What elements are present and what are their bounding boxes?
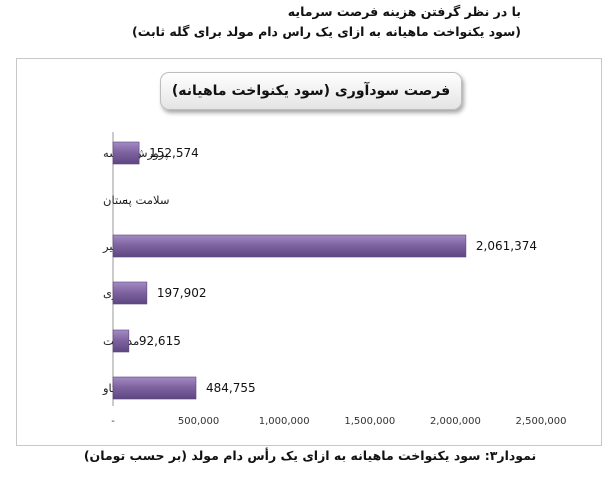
bar [112,141,140,165]
value-label: 2,061,374 [476,239,537,253]
bar [112,281,148,305]
x-tick-label: 1,500,000 [344,416,395,427]
chart-title: فرصت سودآوری (سود یکنواخت ماهیانه) [171,83,451,99]
figure-caption: نمودار۳: سود یکنواخت ماهیانه به ازای یک … [83,448,537,463]
category-label: سلامت پستان [103,193,169,207]
x-tick-label: - [111,416,115,427]
header-line-1: با در نظر گرفتن هزینه فرصت سرمایه [287,4,521,19]
value-label: - [123,193,127,207]
header-line-2: (سود یکنواخت ماهیانه به ازای یک راس دام … [132,24,521,39]
x-tick-label: 2,500,000 [516,416,567,427]
chart-title-box: فرصت سودآوری (سود یکنواخت ماهیانه) [160,72,462,110]
bar [112,376,197,400]
x-tick-label: 500,000 [178,416,219,427]
value-label: 92,615 [139,334,181,348]
value-label: 197,902 [157,286,207,300]
x-tick-label: 2,000,000 [430,416,481,427]
x-tick-label: 1,000,000 [259,416,310,427]
bar [112,234,467,258]
value-label: 484,755 [206,381,256,395]
value-label: 152,574 [149,146,199,160]
bar [112,329,130,353]
